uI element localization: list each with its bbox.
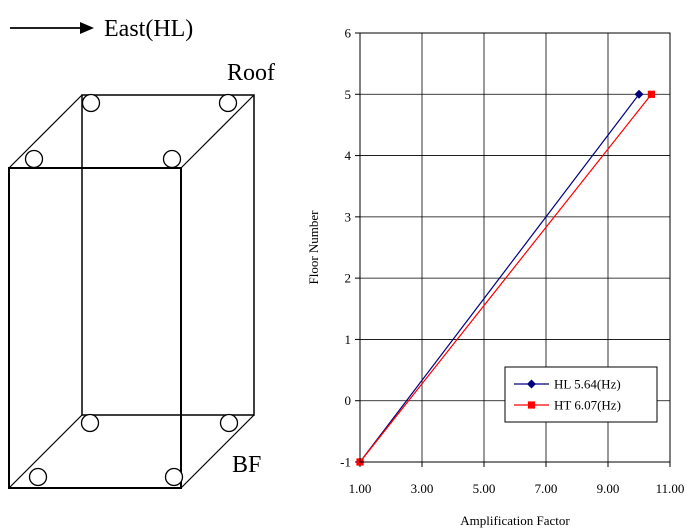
sensor-icon — [218, 93, 238, 113]
sensor-markers — [24, 93, 239, 487]
basement-label: BF — [232, 452, 261, 478]
legend-entry: HT 6.07(Hz) — [514, 398, 621, 413]
chart-legend: HL 5.64(Hz) HT 6.07(Hz) — [504, 366, 658, 423]
y-tick-label: 2 — [345, 271, 352, 286]
sensor-icon — [28, 467, 48, 487]
sensor-icon — [219, 413, 239, 433]
amplification-chart: -1 0 1 2 3 4 5 6 1.00 3.00 5.00 7.00 9.00 11.00 Ampl… — [306, 26, 684, 529]
y-tick-label: 1 — [345, 332, 352, 347]
series-line — [359, 93, 640, 463]
box-wireframe — [8, 94, 255, 489]
x-tick-label: 11.00 — [656, 481, 685, 496]
square-marker-icon — [527, 401, 536, 409]
plot-frame — [359, 32, 671, 463]
y-tick-label: 3 — [345, 209, 352, 224]
x-tick-label: 9.00 — [597, 481, 620, 496]
square-marker-icon — [647, 90, 655, 98]
legend-label: HT 6.07(Hz) — [554, 398, 621, 413]
legend-label: HL 5.64(Hz) — [554, 377, 621, 392]
sensor-icon — [81, 93, 101, 113]
x-tick-labels: 1.00 3.00 5.00 7.00 9.00 11.00 — [349, 481, 685, 496]
x-tick-label: 1.00 — [349, 481, 372, 496]
y-tick-labels: -1 0 1 2 3 4 5 6 — [340, 26, 351, 470]
diamond-marker-icon — [634, 89, 644, 99]
legend-box — [504, 366, 658, 423]
y-tick-label: -1 — [340, 455, 351, 470]
diamond-marker-icon — [527, 379, 536, 389]
sensor-icon — [162, 149, 182, 169]
y-tick-label: 6 — [345, 26, 352, 41]
building-diagram: East(HL) Roof BF — [8, 16, 275, 489]
series-line — [359, 93, 652, 463]
sensor-icon — [80, 413, 100, 433]
arrow-right-icon — [80, 22, 94, 34]
sensor-icon — [164, 467, 184, 487]
sensor-icon — [24, 149, 44, 169]
x-tick-label: 5.00 — [473, 481, 496, 496]
y-tick-label: 4 — [345, 148, 352, 163]
x-tick-label: 3.00 — [411, 481, 434, 496]
x-tick-label: 7.00 — [535, 481, 558, 496]
y-tick-label: 0 — [345, 393, 352, 408]
roof-label: Roof — [227, 60, 275, 86]
y-tick-label: 5 — [345, 87, 352, 102]
legend-entry: HL 5.64(Hz) — [514, 377, 621, 392]
direction-label: East(HL) — [104, 16, 193, 42]
x-axis-label: Amplification Factor — [460, 513, 570, 528]
y-axis-label: Floor Number — [306, 210, 321, 285]
